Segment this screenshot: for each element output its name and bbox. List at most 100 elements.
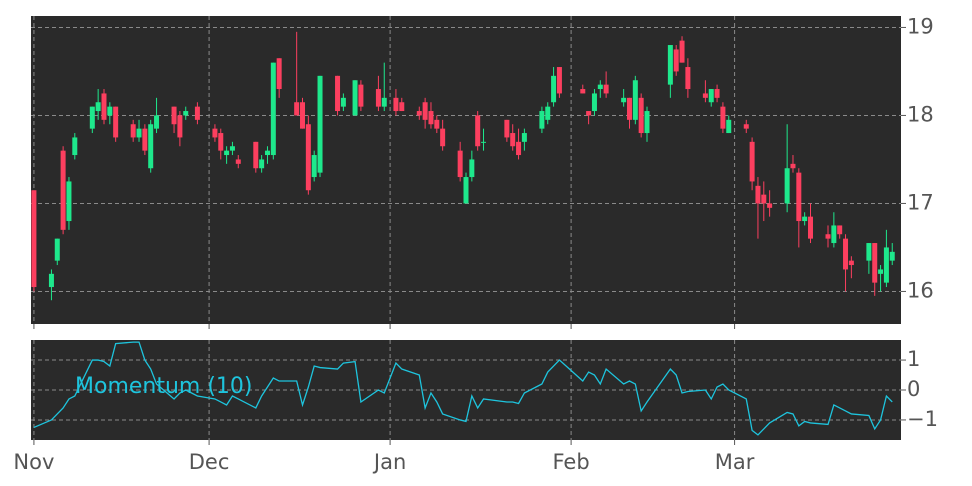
candle-body — [154, 115, 160, 129]
candle-body — [866, 243, 872, 261]
candle-body — [556, 67, 562, 94]
candle-body — [621, 97, 627, 103]
candle-body — [317, 75, 323, 173]
candle-body — [335, 75, 341, 112]
candle-body — [481, 141, 487, 143]
candle-body — [580, 89, 586, 94]
candle-body — [790, 163, 796, 169]
candle-body — [761, 194, 767, 204]
candle-body — [720, 106, 726, 129]
candle-body — [136, 128, 142, 138]
candle-body — [113, 106, 119, 138]
momentum-line — [33, 341, 893, 436]
candle-body — [702, 93, 708, 98]
candle-body — [510, 133, 516, 147]
x-tick-label: Dec — [189, 450, 230, 474]
candle-body — [31, 190, 37, 288]
candle-body — [673, 49, 679, 72]
x-tick-label: Mar — [715, 450, 755, 474]
candle-body — [434, 119, 440, 129]
candle-body — [685, 67, 691, 90]
candle-body — [148, 124, 154, 169]
candle-body — [253, 141, 259, 169]
candle-body — [177, 115, 183, 138]
candle-body — [831, 225, 837, 244]
candle-body — [352, 80, 358, 116]
candle-body — [259, 159, 265, 169]
candle-body — [183, 111, 189, 116]
x-tick-label: Jan — [372, 450, 406, 474]
candle-body — [440, 128, 446, 147]
y-tick-label: 16 — [907, 278, 934, 302]
candle-body — [422, 102, 428, 120]
candle-body — [95, 102, 101, 112]
candle-body — [504, 119, 510, 138]
candle-body — [171, 106, 177, 125]
candle-body — [848, 260, 854, 266]
candle-body — [60, 150, 66, 230]
candle-body — [194, 106, 200, 120]
candle-body — [229, 146, 235, 151]
y-tick-label: 19 — [907, 14, 934, 38]
candle-body — [475, 115, 481, 147]
candle-body — [463, 177, 469, 204]
candle-body — [749, 141, 755, 182]
candle-body — [358, 84, 364, 107]
x-tick-label: Feb — [553, 450, 590, 474]
candle-body — [142, 128, 148, 151]
price-panel — [31, 16, 901, 324]
candle-body — [399, 102, 405, 112]
candle-body — [878, 269, 884, 274]
x-tick-label: Nov — [13, 450, 54, 474]
candle-body — [638, 97, 644, 134]
y-tick-label: 1 — [907, 347, 920, 371]
candle-body — [755, 185, 761, 204]
y-tick-label: 17 — [907, 190, 934, 214]
candle-body — [843, 238, 849, 270]
candle-body — [428, 111, 434, 125]
candle-body — [89, 106, 95, 129]
candle-body — [101, 93, 107, 120]
candle-body — [743, 124, 749, 129]
candle-body — [802, 216, 808, 222]
candle-body — [889, 251, 895, 261]
candle-body — [48, 273, 54, 288]
candle-body — [603, 84, 609, 94]
candle-body — [212, 128, 218, 138]
candle-body — [545, 106, 551, 120]
candle-body — [218, 133, 224, 151]
candle-body — [591, 93, 597, 112]
candle-body — [679, 40, 685, 63]
candle-body — [270, 62, 276, 156]
candle-body — [714, 89, 720, 98]
candle-body — [632, 80, 638, 120]
candle-body — [340, 97, 346, 107]
candle-body — [107, 106, 113, 116]
candle-body — [726, 119, 732, 134]
y-tick-label: −1 — [907, 407, 938, 431]
candle-body — [224, 150, 230, 156]
candle-body — [264, 150, 270, 156]
candle-body — [457, 150, 463, 178]
candle-body — [72, 137, 78, 156]
candle-body — [539, 111, 545, 129]
y-tick-label: 18 — [907, 102, 934, 126]
candle-body — [586, 111, 592, 116]
candle-body — [807, 216, 813, 239]
candle-body — [626, 97, 632, 120]
candle-body — [235, 159, 241, 164]
candle-body — [305, 124, 311, 191]
candle-body — [667, 45, 673, 85]
candle-body — [294, 102, 300, 116]
candle-body — [300, 102, 306, 129]
y-tick-label: 0 — [907, 377, 920, 401]
candle-body — [872, 243, 878, 283]
candle-body — [708, 89, 714, 103]
candle-body — [767, 203, 773, 208]
candle-body — [883, 247, 889, 283]
candle-body — [825, 234, 831, 239]
candle-body — [276, 58, 282, 90]
candle-body — [375, 89, 381, 107]
candle-body — [393, 97, 399, 112]
